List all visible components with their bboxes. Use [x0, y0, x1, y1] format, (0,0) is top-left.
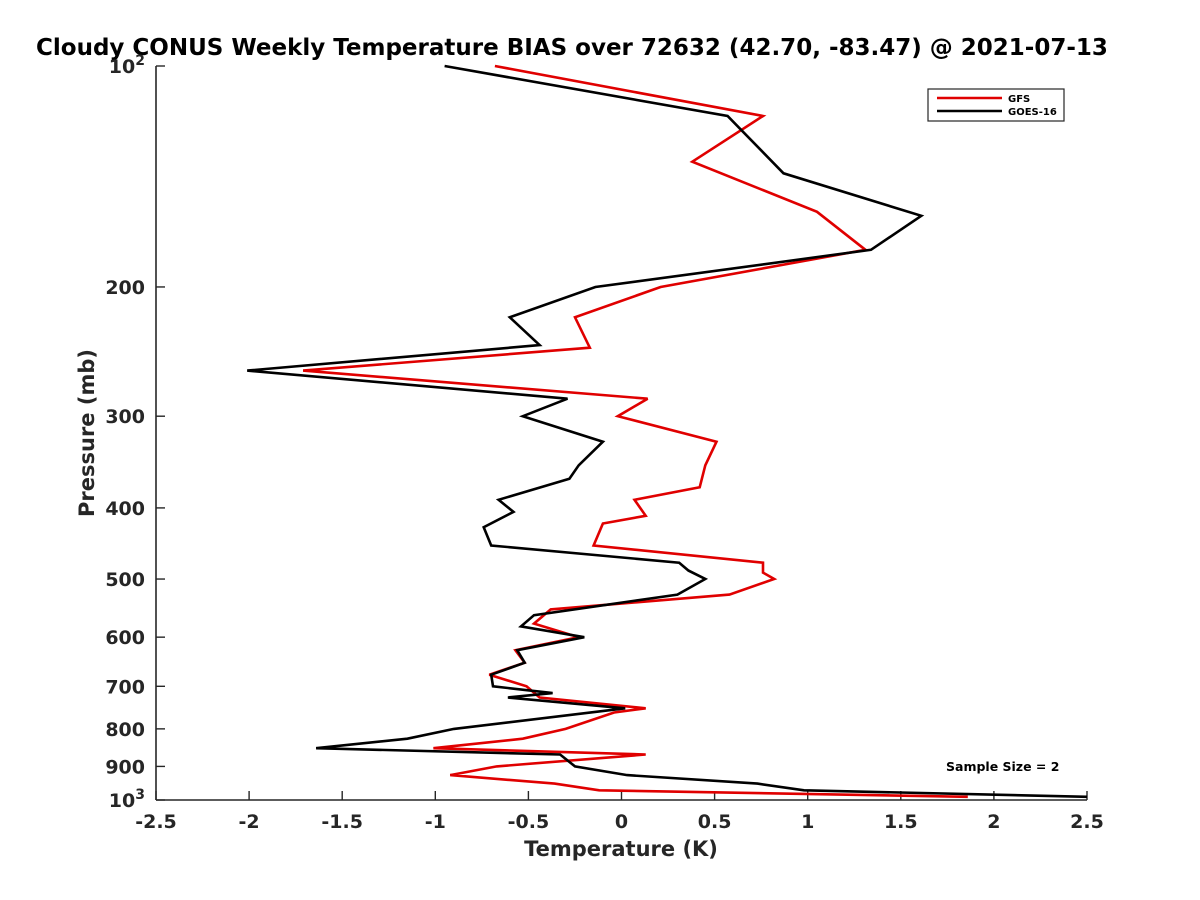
legend: GFS GOES-16 [927, 88, 1065, 122]
x-tick-label: 1.5 [884, 811, 918, 833]
y-tick-label: 103 [109, 787, 145, 812]
y-tick-label: 200 [105, 277, 145, 299]
x-tick-label: -2.5 [135, 811, 177, 833]
x-tick-label: -2 [239, 811, 260, 833]
series-line-gfs [302, 64, 968, 799]
y-tick-label: 900 [105, 756, 145, 778]
y-axis-title: Pressure (mb) [75, 349, 99, 517]
x-axis-title: Temperature (K) [524, 837, 718, 861]
y-tick-label-exponent: 3 [135, 787, 145, 803]
series-group [247, 64, 1088, 799]
x-tick-label: 0.5 [698, 811, 732, 833]
y-tick-label: 102 [109, 53, 145, 78]
x-tick-label: -1 [425, 811, 446, 833]
x-tick-label: 2 [987, 811, 1000, 833]
x-tick-label: 0 [615, 811, 628, 833]
x-tick-label: -0.5 [508, 811, 550, 833]
y-tick-label: 400 [105, 498, 145, 520]
x-tick-label: 2.5 [1070, 811, 1104, 833]
y-tick-label: 600 [105, 627, 145, 649]
y-tick-label-base: 10 [109, 56, 135, 78]
chart-title: Cloudy CONUS Weekly Temperature BIAS ove… [36, 35, 1108, 61]
y-tick-label-base: 10 [109, 790, 135, 812]
legend-label-goes16: GOES-16 [1008, 107, 1057, 118]
legend-label-gfs: GFS [1008, 94, 1030, 105]
y-tick-label: 500 [105, 569, 145, 591]
legend-box [927, 88, 1065, 122]
y-tick-label-exponent: 2 [135, 53, 145, 69]
sample-size-annotation: Sample Size = 2 [946, 759, 1059, 774]
series-line-goes16 [247, 64, 1088, 799]
x-tick-label: 1 [801, 811, 814, 833]
y-tick-label: 300 [105, 406, 145, 428]
x-tick-label: -1.5 [321, 811, 363, 833]
x-tick-group: -2.5 -2 -1.5 -1 -0.5 0 0.5 1 1.5 2 2.5 [135, 791, 1104, 833]
y-tick-label: 800 [105, 719, 145, 741]
y-tick-label: 700 [105, 676, 145, 698]
